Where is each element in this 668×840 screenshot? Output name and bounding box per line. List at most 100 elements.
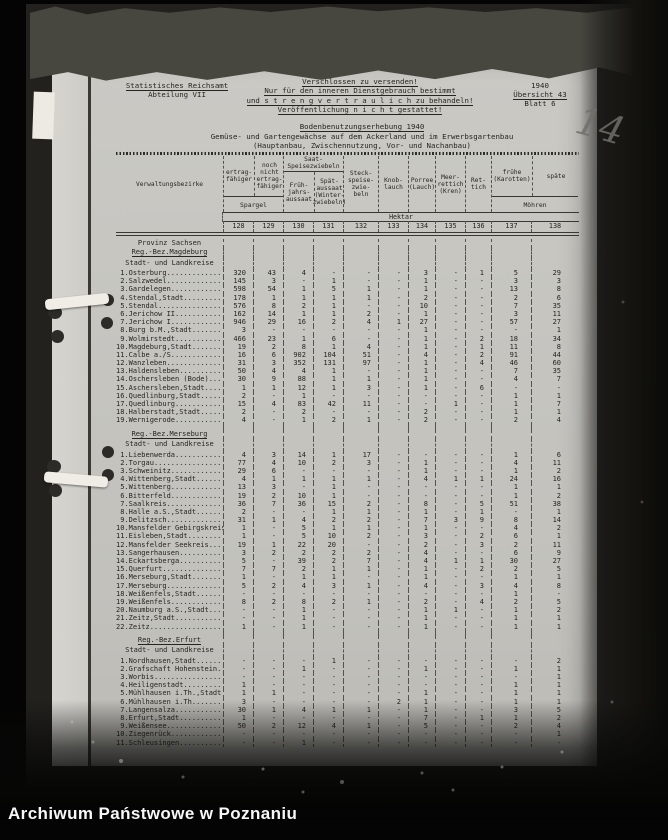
value-cell: -: [253, 507, 283, 517]
row-name-cell: 2.Torgau ...............................…: [116, 459, 223, 467]
value-cell: 3: [408, 532, 435, 541]
column-header-130: Früh- jahrs- aussaat: [285, 181, 313, 203]
value-cell: -: [378, 450, 408, 459]
empty-cell: [283, 635, 313, 646]
value-cell: -: [378, 326, 408, 335]
value-cell: -: [378, 285, 408, 294]
table-row: 17.Merseburg ...........................…: [116, 581, 579, 590]
empty-cell: [313, 630, 343, 636]
empty-cell: [491, 635, 531, 646]
row-name-cell: 12.Mansfelder Seekreis .................…: [116, 541, 223, 549]
table-row: 12.Wanzleben ...........................…: [116, 359, 579, 368]
value-cell: 1: [408, 614, 435, 623]
value-cell: -: [378, 483, 408, 492]
value-cell: 1: [283, 573, 313, 582]
row-name: 13.Sangerhausen: [116, 548, 180, 557]
empty-cell: [283, 248, 313, 258]
empty-cell: [491, 630, 531, 636]
value-cell: 1: [253, 383, 283, 392]
value-cell: 5: [491, 269, 531, 278]
leader-dots: ........................................…: [217, 664, 223, 673]
leader-dots: ........................................…: [166, 499, 223, 508]
value-cell: 1: [253, 689, 283, 698]
row-name-cell: 2.Grafschaft Hohenstein ................…: [116, 665, 223, 673]
empty-cell: [253, 429, 283, 440]
section-header-row: [116, 630, 579, 636]
value-cell: 1: [435, 400, 465, 409]
value-cell: 3: [465, 540, 491, 549]
row-name: 3.Worbis: [116, 673, 154, 682]
torn-paper-edge-top: [30, 6, 663, 81]
table-row: 21.Zeitz,Stadt .........................…: [116, 614, 579, 623]
value-cell: 17: [343, 450, 378, 459]
value-cell: 1: [531, 532, 578, 541]
column-header-134: Porree (Lauch): [408, 156, 435, 212]
column-number: 135: [435, 221, 465, 232]
value-cell: 1: [313, 507, 343, 517]
section-header-cell: Stadt- und Landkreise: [116, 258, 223, 270]
value-cell: 1: [313, 301, 343, 310]
table-row: 6.Bitterfeld ...........................…: [116, 491, 579, 500]
value-cell: 1: [491, 466, 531, 476]
value-cell: -: [378, 689, 408, 698]
value-cell: -: [253, 416, 283, 425]
table-row: 3.Schweinitz ...........................…: [116, 466, 579, 476]
value-cell: 16: [283, 318, 313, 327]
value-cell: 131: [313, 359, 343, 368]
value-cell: 4: [343, 342, 378, 351]
value-cell: -: [253, 622, 283, 631]
value-cell: -: [435, 573, 465, 582]
value-cell: -: [465, 656, 491, 665]
page-gutter-line: [88, 66, 91, 766]
table-row: 16.Merseburg,Stadt .....................…: [116, 573, 579, 582]
value-cell: -: [253, 614, 283, 623]
empty-cell: [465, 257, 491, 269]
value-cell: 12: [283, 383, 313, 392]
value-cell: 6: [531, 450, 578, 459]
row-name: 18.Weißenfels,Stadt: [116, 589, 197, 598]
column-number: 131: [313, 221, 343, 232]
empty-cell: [531, 257, 578, 269]
value-cell: 3: [491, 309, 531, 319]
value-cell: 2: [253, 342, 283, 351]
value-cell: 5: [531, 565, 578, 574]
value-cell: 97: [343, 359, 378, 368]
leader-dots: ........................................…: [175, 400, 223, 408]
value-cell: -: [435, 483, 465, 492]
value-cell: -: [435, 342, 465, 351]
empty-cell: [465, 429, 491, 440]
value-cell: -: [435, 408, 465, 417]
row-name: 9.Wolmirstedt: [116, 334, 176, 343]
value-cell: -: [465, 589, 491, 598]
value-cell: 4: [253, 400, 283, 409]
value-cell: 2: [491, 416, 531, 425]
value-cell: 1: [408, 334, 435, 343]
leader-dots: ........................................…: [175, 450, 223, 459]
value-cell: 1: [343, 475, 378, 484]
value-cell: -: [491, 383, 531, 392]
value-cell: -: [465, 622, 491, 631]
value-cell: 5: [313, 285, 343, 294]
value-cell: 11: [343, 400, 378, 409]
empty-cell: [223, 645, 253, 657]
column-number: 128: [223, 221, 253, 232]
value-cell: 39: [283, 557, 313, 566]
row-name: 10.Magdeburg,Stadt: [116, 342, 192, 351]
row-name-cell: 18.Halberstadt,Stadt ...................…: [116, 408, 223, 416]
value-cell: 2: [313, 516, 343, 525]
value-cell: 2: [313, 597, 343, 607]
punch-hole: [102, 446, 114, 458]
empty-cell: [378, 239, 408, 248]
column-header-128: ertrag- fähiger: [225, 169, 253, 183]
row-name: 2.Grafschaft Hohenstein: [116, 664, 218, 673]
empty-cell: [223, 635, 253, 646]
value-cell: 5: [283, 524, 313, 533]
leader-dots: ........................................…: [183, 293, 223, 302]
punch-hole: [47, 460, 61, 473]
value-cell: 2: [408, 416, 435, 425]
empty-cell: [491, 257, 531, 269]
value-cell: -: [378, 606, 408, 615]
value-cell: 2: [343, 532, 378, 541]
value-cell: 1: [343, 597, 378, 607]
value-cell: -: [313, 269, 343, 278]
